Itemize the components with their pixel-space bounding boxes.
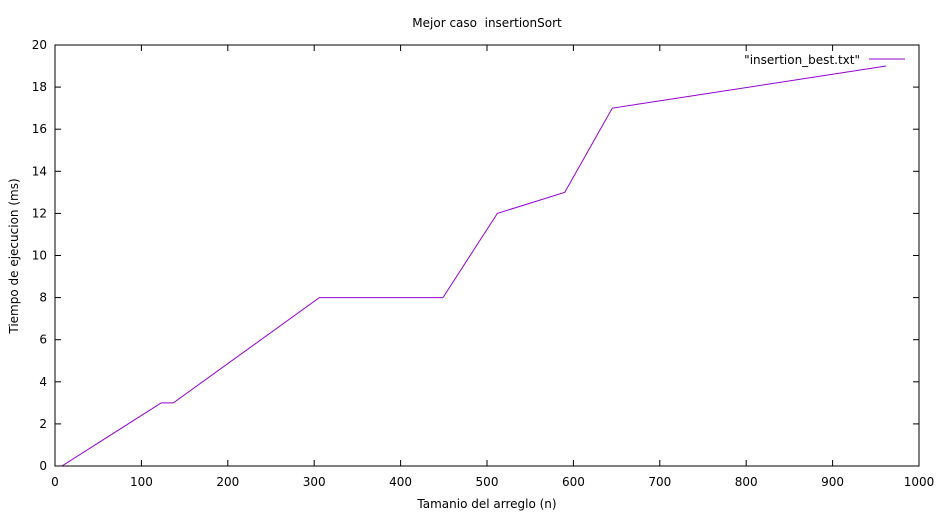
y-tick-label: 4 bbox=[39, 375, 47, 389]
x-tick-label: 700 bbox=[648, 475, 671, 489]
x-tick-label: 600 bbox=[562, 475, 585, 489]
y-axis-label: Tiempo de ejecucion (ms) bbox=[7, 178, 21, 334]
y-tick-label: 12 bbox=[32, 206, 47, 220]
y-tick-label: 10 bbox=[32, 249, 47, 263]
y-tick-label: 14 bbox=[32, 164, 47, 178]
y-tick-label: 8 bbox=[39, 291, 47, 305]
x-tick-label: 0 bbox=[51, 475, 59, 489]
x-tick-label: 800 bbox=[735, 475, 758, 489]
series-layer bbox=[59, 65, 887, 467]
x-tick-label: 100 bbox=[130, 475, 153, 489]
x-tick-label: 1000 bbox=[904, 475, 935, 489]
axis-tick-labels: 0 100 200 300 400 500 600 700 800 900 1000 0 2 4 6 8 10 1… bbox=[32, 38, 935, 489]
x-tick-label: 500 bbox=[476, 475, 499, 489]
y-tick-label: 2 bbox=[39, 417, 47, 431]
y-tick-label: 6 bbox=[39, 333, 47, 347]
y-tick-label: 20 bbox=[32, 38, 47, 52]
y-tick-label: 16 bbox=[32, 122, 47, 136]
legend: "insertion_best.txt" bbox=[744, 53, 905, 67]
x-tick-label: 400 bbox=[389, 475, 412, 489]
chart-title: Mejor caso insertionSort bbox=[412, 16, 562, 30]
x-tick-label: 900 bbox=[821, 475, 844, 489]
series-line bbox=[59, 65, 887, 467]
plot-frame bbox=[54, 44, 920, 467]
legend-label: "insertion_best.txt" bbox=[744, 53, 860, 67]
y-tick-label: 18 bbox=[32, 80, 47, 94]
x-axis-label: Tamanio del arreglo (n) bbox=[416, 497, 556, 511]
x-tick-label: 300 bbox=[303, 475, 326, 489]
x-tick-label: 200 bbox=[216, 475, 239, 489]
y-tick-label: 0 bbox=[39, 459, 47, 473]
